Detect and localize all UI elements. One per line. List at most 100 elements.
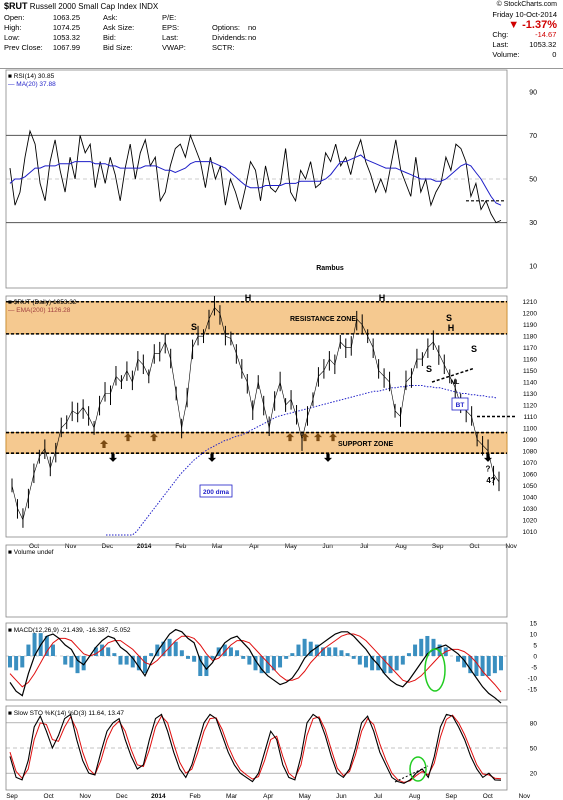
price-x-label: Mar xyxy=(212,543,224,550)
dma-callout-box xyxy=(199,484,233,498)
macd-hist-bar xyxy=(247,656,252,665)
stoch-x-label: Sep xyxy=(445,793,457,800)
macd-hist-bar xyxy=(302,638,307,656)
price-x-label: Jul xyxy=(360,543,369,550)
stoch-x-label: Jul xyxy=(374,793,383,800)
support-zone-label: SUPPORT ZONE xyxy=(338,441,394,448)
chart-annotation-title: Rambus xyxy=(316,265,344,272)
macd-hist-bar xyxy=(20,656,25,668)
stoch-x-label: Feb xyxy=(189,793,201,800)
rsi-tick-label: 70 xyxy=(529,133,537,140)
macd-tick-label: 10 xyxy=(530,632,538,639)
macd-hist-bar xyxy=(228,647,233,656)
prev-close-row: Prev Close: 1067.99 xyxy=(4,43,80,52)
macd-hist-bar xyxy=(370,656,375,671)
macd-hist-bar xyxy=(376,656,381,671)
rsi-legend: ■ RSI(14) 30.85 xyxy=(8,73,55,80)
macd-hist-bar xyxy=(278,656,283,668)
copyright: © StockCharts.com xyxy=(496,1,557,8)
macd-hist-bar xyxy=(339,650,344,656)
down-arrow-icon xyxy=(109,453,117,462)
stoch-x-label: Mar xyxy=(226,793,238,800)
count-four-label: 4? xyxy=(486,476,495,485)
macd-tick-label: 5 xyxy=(533,643,537,650)
macd-hist-bar xyxy=(69,656,74,668)
stoch-x-label: 2014 xyxy=(151,793,166,800)
macd-hist-bar xyxy=(235,650,240,656)
stoch-x-label: Dec xyxy=(116,793,128,800)
quote-date: Friday 10-Oct-2014 xyxy=(492,10,557,19)
price-x-label: Sep xyxy=(432,543,444,550)
up-arrow-icon xyxy=(124,433,132,442)
stoch-k-line xyxy=(9,713,502,784)
down-arrow-icon xyxy=(484,453,492,462)
price-tick-label: 1120 xyxy=(523,403,537,410)
price-tick-label: 1070 xyxy=(523,460,538,467)
hs-label: NL xyxy=(451,379,460,386)
hs-label: H xyxy=(245,293,252,303)
macd-hist-bar xyxy=(492,656,497,674)
macd-tick-label: -5 xyxy=(531,665,537,672)
macd-tick-label: 15 xyxy=(530,621,538,628)
down-arrow-icon: ▼ xyxy=(508,19,520,31)
quote-col2: Ask: Ask Size: Bid: Bid Size: xyxy=(103,13,135,52)
macd-hist-bar xyxy=(8,656,12,668)
stoch-legend: ■ Slow STO %K(14) %D(3) 11.64, 13.47 xyxy=(8,710,124,717)
price-tick-label: 1030 xyxy=(523,506,538,513)
resistance-zone-label: RESISTANCE ZONE xyxy=(290,316,356,323)
quote-col1: Open: 1063.25 High: 1074.25 Low: 1053.32 Pr… xyxy=(4,13,80,53)
down-arrow-icon xyxy=(208,453,216,462)
price-tick-label: 1200 xyxy=(523,311,538,318)
macd-hist-bar xyxy=(198,656,203,677)
down-arrow-icon xyxy=(324,453,332,462)
rsi-tick-label: 10 xyxy=(529,264,537,271)
quote-header: $RUT Russell 2000 Small Cap Index INDX O… xyxy=(0,0,563,69)
macd-hist-bar xyxy=(106,647,111,656)
macd-hist-bar xyxy=(136,656,141,671)
macd-hist-bar xyxy=(143,656,148,674)
stoch-x-label: Nov xyxy=(79,793,91,800)
macd-hist-bar xyxy=(351,656,356,659)
macd-hist-bar xyxy=(394,656,399,671)
up-arrow-icon xyxy=(329,433,337,442)
macd-hist-bar xyxy=(431,638,436,656)
macd-hist-bar xyxy=(173,641,178,656)
price-tick-label: 1100 xyxy=(523,425,537,432)
stoch-x-label: Apr xyxy=(263,793,274,800)
macd-hist-bar xyxy=(50,644,55,656)
macd-hist-bar xyxy=(253,656,258,671)
quote-summary: © StockCharts.com Friday 10-Oct-2014 ▼ -… xyxy=(492,1,557,59)
price-tick-label: 1140 xyxy=(523,380,537,387)
macd-hist-bar xyxy=(290,653,295,656)
quote-col3: P/E: EPS: Last: VWAP: xyxy=(162,13,186,52)
price-tick-label: 1060 xyxy=(523,471,538,478)
macd-hist-bar xyxy=(271,656,276,671)
ema-legend: — EMA(200) 1126.28 xyxy=(8,307,71,314)
macd-hist-bar xyxy=(363,656,368,668)
up-arrow-icon xyxy=(314,433,322,442)
macd-hist-bar xyxy=(413,644,418,656)
macd-tick-label: 0 xyxy=(533,654,537,661)
macd-hist-bar xyxy=(400,656,405,665)
price-tick-label: 1150 xyxy=(523,368,537,375)
rsi-tick-label: 50 xyxy=(529,177,537,184)
price-tick-label: 1040 xyxy=(523,494,538,501)
hs-label: S xyxy=(191,322,197,332)
macd-tick-label: -15 xyxy=(528,687,538,694)
macd-hist-bar xyxy=(333,647,338,656)
macd-hist-bar xyxy=(296,644,301,656)
macd-hist-bar xyxy=(468,656,473,674)
macd-hist-bar xyxy=(486,656,491,677)
macd-hist-bar xyxy=(425,635,430,656)
rsi-line xyxy=(9,129,502,224)
macd-hist-bar xyxy=(222,644,227,656)
macd-hist-bar xyxy=(382,656,387,674)
macd-hist-bar xyxy=(14,656,19,671)
macd-hist-bar xyxy=(118,656,123,665)
price-tick-label: 1010 xyxy=(523,529,538,536)
price-x-label: Feb xyxy=(175,543,187,550)
macd-hist-bar xyxy=(259,656,264,674)
stoch-x-label: Sep xyxy=(6,793,18,800)
up-arrow-icon xyxy=(150,433,158,442)
